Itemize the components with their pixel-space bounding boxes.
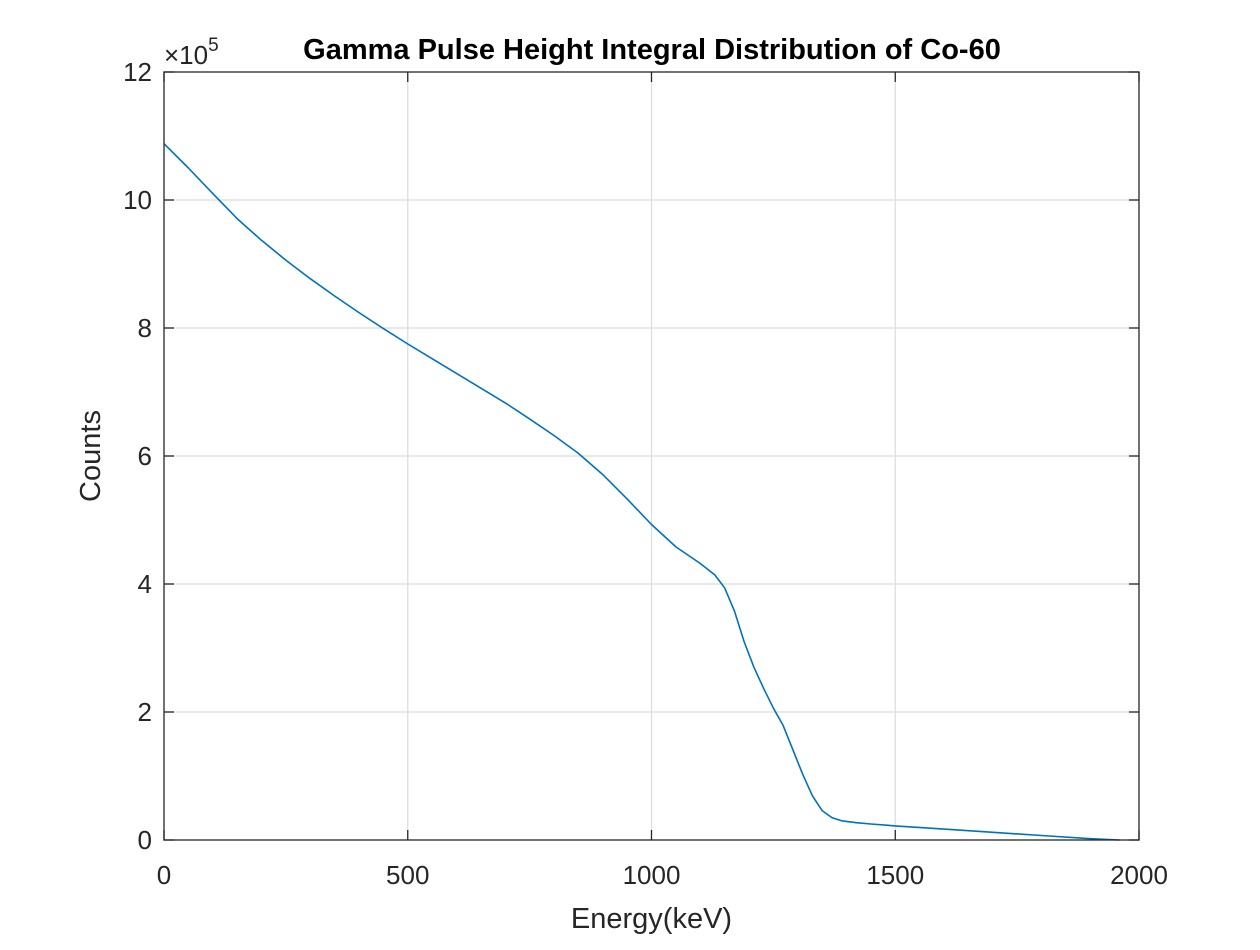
y-tick-label: 2: [138, 697, 152, 727]
x-tick-label: 1500: [866, 860, 924, 890]
y-tick-label: 0: [138, 825, 152, 855]
y-tick-labels: 0 2 4 6 8 10 12: [123, 57, 152, 855]
chart-title: Gamma Pulse Height Integral Distribution…: [303, 34, 1001, 66]
y-exponent-power: 5: [208, 35, 219, 56]
x-tick-labels: 0 500 1000 1500 2000: [157, 860, 1168, 890]
grid: [164, 72, 1139, 840]
y-axis-title: Counts: [75, 410, 107, 502]
x-tick-label: 2000: [1110, 860, 1168, 890]
y-tick-label: 6: [138, 441, 152, 471]
y-tick-label: 12: [123, 57, 152, 87]
y-exponent-label: ×105: [164, 35, 219, 70]
x-axis-title: Energy(keV): [571, 903, 732, 935]
x-tick-label: 0: [157, 860, 171, 890]
plot-border: [163, 71, 1140, 841]
y-exponent-base: ×10: [164, 40, 208, 70]
x-tick-label: 500: [386, 860, 429, 890]
y-tick-label: 4: [138, 569, 152, 599]
series-line: [163, 143, 1120, 841]
series-group: [163, 143, 1120, 841]
y-tick-label: 8: [138, 313, 152, 343]
y-tick-label: 10: [123, 185, 152, 215]
x-tick-label: 1000: [623, 860, 681, 890]
